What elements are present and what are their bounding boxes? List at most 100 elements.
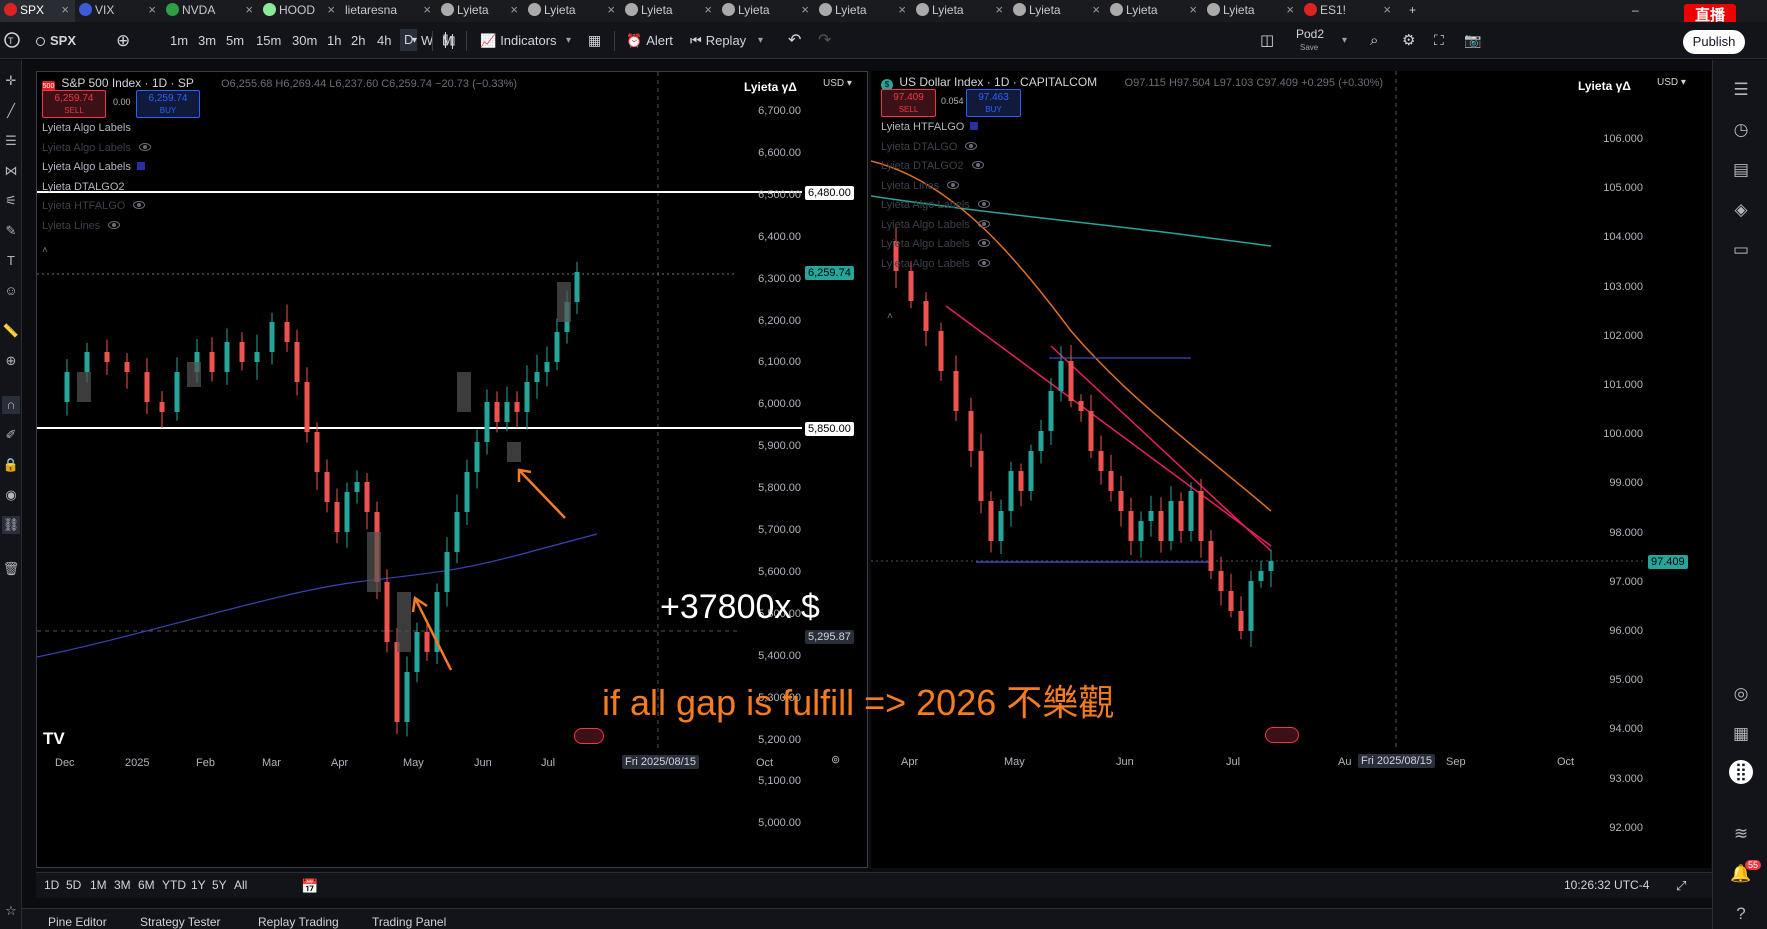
camera-snapshot-icon[interactable]: 📷: [1464, 32, 1482, 48]
indicator-legend-item[interactable]: Lyieta Algo Labels: [881, 219, 990, 231]
fullscreen-icon[interactable]: ⛶: [1434, 32, 1444, 48]
interval-2h[interactable]: 2h: [351, 33, 366, 48]
lock-icon[interactable]: 🔒: [2, 457, 20, 472]
range-3m[interactable]: 3M: [114, 878, 131, 892]
session-clock[interactable]: 10:26:32 UTC-4: [1564, 878, 1650, 892]
news-icon[interactable]: ▤: [1732, 160, 1750, 179]
hidden-eye-icon[interactable]: [133, 201, 146, 209]
bottom-tab-pine-editor[interactable]: Pine Editor: [48, 915, 107, 929]
dxy-currency-select[interactable]: USD ▾: [1657, 77, 1686, 88]
indicator-legend-item[interactable]: Lyieta HTFALGO: [42, 200, 146, 212]
ruler-icon[interactable]: 📏: [2, 323, 20, 338]
browser-tab[interactable]: Lyieta ×: [1009, 0, 1106, 22]
goto-date-calendar-icon[interactable]: 📅: [301, 878, 319, 894]
browser-tab[interactable]: Lyieta ×: [1106, 0, 1203, 22]
window-minimize-icon[interactable]: –: [1632, 3, 1639, 17]
indicator-legend-item[interactable]: Lyieta DTALGO: [881, 141, 978, 153]
close-tab-icon[interactable]: ×: [423, 2, 431, 17]
interval-w[interactable]: W: [421, 33, 434, 48]
crosshair-icon[interactable]: ✛: [5, 73, 17, 88]
eye-visibility-icon[interactable]: ◉: [5, 487, 17, 502]
indicator-legend-item[interactable]: Lyieta DTALGO2: [881, 160, 984, 172]
close-tab-icon[interactable]: ×: [510, 2, 518, 17]
stay-in-drawing-icon[interactable]: ✐: [5, 427, 17, 442]
replay-dropdown-icon[interactable]: ▾: [758, 35, 764, 46]
range-1y[interactable]: 1Y: [191, 878, 206, 892]
chat-icon[interactable]: ▭: [1732, 240, 1750, 259]
interval-3m[interactable]: 3m: [198, 33, 217, 48]
hidden-eye-icon[interactable]: [138, 142, 151, 151]
layers-icon[interactable]: ◈: [1734, 200, 1748, 219]
dxy-chart-pane[interactable]: $ US Dollar Index · 1D · CAPITALCOM O97.…: [871, 71, 1711, 868]
close-tab-icon[interactable]: ×: [1189, 2, 1197, 17]
range-all[interactable]: All: [234, 878, 248, 892]
browser-tab[interactable]: lietaresna ×: [341, 0, 437, 22]
indicator-legend-item[interactable]: Lyieta Algo Labels: [42, 122, 131, 134]
close-tab-icon[interactable]: ×: [607, 2, 615, 17]
help-icon[interactable]: ?: [1736, 904, 1746, 923]
close-tab-icon[interactable]: ×: [61, 2, 69, 17]
interval-4h[interactable]: 4h: [377, 33, 392, 48]
browser-tab[interactable]: Lyieta ×: [1203, 0, 1300, 22]
browser-tab[interactable]: NVDA ×: [162, 0, 259, 22]
maximize-panel-icon[interactable]: ⤢: [1676, 878, 1687, 893]
range-1d[interactable]: 1D: [44, 878, 60, 892]
hidden-eye-icon[interactable]: [965, 141, 978, 150]
spx-chart-pane[interactable]: 500 S&P 500 Index · 1D · SP O6,255.68 H6…: [36, 71, 868, 868]
layout-dropdown-icon[interactable]: ▾: [1342, 35, 1348, 46]
new-tab-icon[interactable]: +: [1409, 3, 1417, 17]
compare-plus-icon[interactable]: ⊕: [116, 31, 131, 50]
hidden-eye-icon[interactable]: [977, 200, 990, 208]
hidden-eye-icon[interactable]: [947, 180, 960, 189]
candle-type-icon[interactable]: [442, 22, 456, 59]
close-tab-icon[interactable]: ×: [1286, 2, 1294, 17]
hidden-eye-icon[interactable]: [977, 219, 990, 228]
close-tab-icon[interactable]: ×: [1383, 2, 1391, 17]
publish-button[interactable]: Publish: [1683, 30, 1745, 54]
dxy-events-flag-icon[interactable]: [1265, 727, 1299, 743]
favorites-star-icon[interactable]: ☆: [5, 903, 17, 918]
apps-grid-icon[interactable]: ⣿: [1729, 760, 1753, 784]
indicator-legend-item[interactable]: Lyieta Algo Labels: [42, 161, 145, 173]
dxy-chart-canvas[interactable]: [871, 71, 1711, 868]
bottom-tab-trading-panel[interactable]: Trading Panel: [372, 915, 447, 929]
bottom-tab-strategy-tester[interactable]: Strategy Tester: [140, 915, 221, 929]
spx-sell-button[interactable]: 6,259.74 SELL: [42, 90, 106, 118]
tv-logo-icon[interactable]: T: [4, 22, 20, 59]
spx-chart-canvas[interactable]: [37, 72, 868, 868]
dxy-sell-button[interactable]: 97.409 SELL: [881, 89, 936, 117]
close-tab-icon[interactable]: ×: [704, 2, 712, 17]
alert-button[interactable]: ⏰ Alert: [626, 22, 673, 59]
alerts-clock-icon[interactable]: ◷: [1733, 120, 1749, 139]
trend-line-icon[interactable]: ╱: [7, 103, 15, 118]
spx-axis-settings-icon[interactable]: ⊚: [831, 754, 841, 766]
indicator-legend-item[interactable]: Lyieta Algo Labels: [881, 199, 990, 211]
close-tab-icon[interactable]: ×: [327, 2, 335, 17]
browser-tab[interactable]: ES1! ×: [1300, 0, 1397, 22]
replay-button[interactable]: ⏮ Replay: [690, 22, 746, 59]
indicator-legend-item[interactable]: Lyieta DTALGO2: [42, 181, 125, 193]
close-tab-icon[interactable]: ×: [898, 2, 906, 17]
brush-icon[interactable]: ✎: [5, 223, 17, 238]
fib-retracement-icon[interactable]: ☰: [5, 133, 17, 148]
browser-tab[interactable]: Lyieta ×: [912, 0, 1009, 22]
indicator-legend-item[interactable]: Lyieta Algo Labels: [42, 142, 151, 154]
browser-tab[interactable]: Lyieta ×: [815, 0, 912, 22]
browser-tab[interactable]: VIX ×: [75, 0, 162, 22]
signal-stream-icon[interactable]: ≋: [1733, 824, 1749, 843]
indicators-dropdown-icon[interactable]: ▾: [566, 35, 572, 46]
templates-grid-icon[interactable]: ▦: [588, 32, 602, 48]
calendar-icon[interactable]: ▦: [1732, 724, 1750, 743]
spx-buy-button[interactable]: 6,259.74 BUY: [136, 90, 200, 118]
interval-1m[interactable]: 1m: [170, 33, 189, 48]
hidden-eye-icon[interactable]: [108, 220, 121, 229]
browser-tab[interactable]: Lyieta ×: [437, 0, 524, 22]
redo-icon[interactable]: ↷: [818, 32, 832, 49]
interval-dropdown-icon[interactable]: ▾: [412, 35, 418, 46]
emoji-icon[interactable]: ☺: [4, 283, 18, 298]
range-6m[interactable]: 6M: [138, 878, 155, 892]
spx-currency-select[interactable]: USD ▾: [823, 78, 852, 89]
close-tab-icon[interactable]: ×: [801, 2, 809, 17]
hidden-eye-icon[interactable]: [977, 239, 990, 247]
range-1m[interactable]: 1M: [90, 878, 107, 892]
